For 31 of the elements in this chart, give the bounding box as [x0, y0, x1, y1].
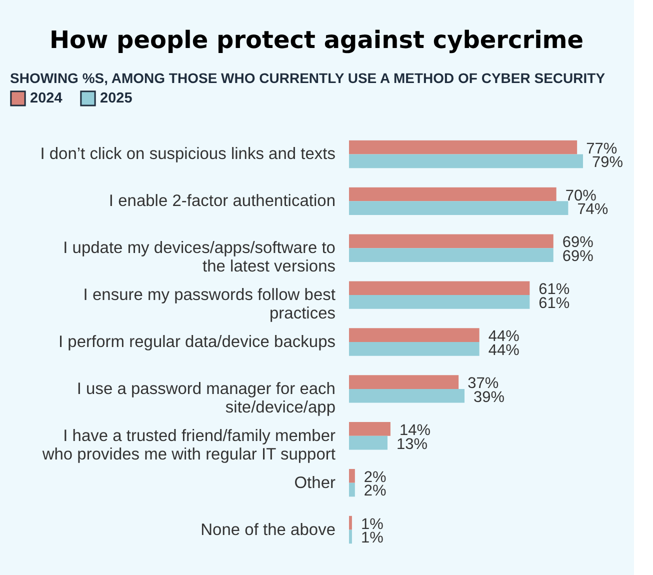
y-tick-label: I have a trusted friend/family member who provides me with regular IT support	[41, 426, 336, 464]
bar	[349, 234, 554, 248]
chart-title: How people protect against cybercrime	[49, 26, 584, 54]
bar	[349, 248, 554, 262]
bar	[349, 388, 465, 403]
y-tick-label: I don’t click on suspicious links and texts	[40, 145, 336, 164]
y-tick-label: I use a password manager for each site/device/app	[76, 380, 336, 416]
chart-subtitle: SHOWING %S, AMONG THOSE WHO CURRENTLY USE A METHOD OF CYBER SECURITY	[10, 70, 606, 86]
bar	[349, 187, 556, 202]
bar	[349, 201, 568, 216]
y-tick-label: Other	[294, 474, 336, 492]
bar	[349, 468, 355, 483]
bar	[349, 281, 530, 296]
bar	[349, 422, 390, 436]
legend-label: 2024	[30, 90, 62, 106]
y-tick-label: None of the above	[200, 520, 336, 539]
y-tick-label: I perform regular data/device backups	[58, 333, 336, 351]
bar	[349, 436, 388, 450]
bar	[349, 516, 352, 530]
bar	[349, 342, 480, 356]
bar	[349, 482, 355, 497]
legend-label: 2025	[100, 90, 132, 106]
bar	[349, 140, 578, 154]
y-tick-label: I ensure my passwords follow best practices	[83, 286, 336, 323]
bar	[349, 375, 459, 389]
bar	[349, 295, 530, 309]
bar	[349, 530, 352, 544]
bar	[349, 154, 583, 168]
y-tick-label: I update my devices/apps/software to the latest versions	[63, 239, 336, 276]
y-tick-label: I enable 2-factor authentication	[108, 192, 336, 210]
bar	[349, 328, 480, 342]
